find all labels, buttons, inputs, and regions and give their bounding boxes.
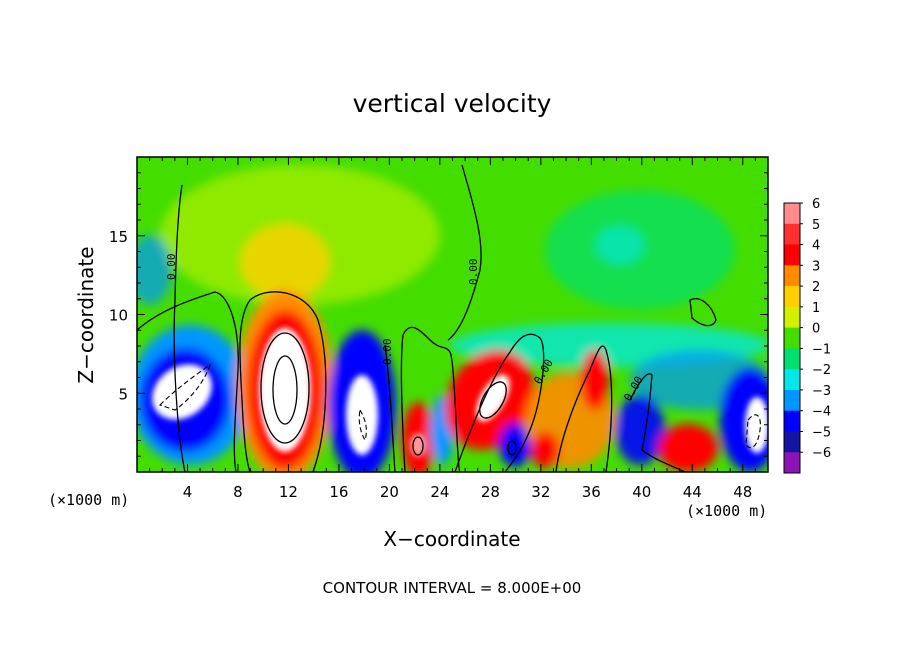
contour-lines-dashed [158,363,761,449]
colorbar-swatch [784,244,800,266]
colorbar-swatch [784,306,800,329]
x-axis-title: X−coordinate [383,527,520,551]
colorbar-swatch [784,223,800,246]
colorbar: 6 5 4 3 2 1 0 −1 −2 −3 −4 −5 −6 [783,197,831,474]
contour-interval-note: CONTOUR INTERVAL = 8.000E+00 [323,579,582,597]
colorbar-swatch [784,452,800,474]
x-tick-label: 36 [582,483,601,501]
colorbar-label: −2 [812,363,831,378]
contour-lines [137,164,717,472]
contour-label: 0.00 [381,339,394,366]
contour-label: 0.00 [467,259,480,286]
x-tick-label: 20 [380,483,399,501]
x-tick-label: 32 [531,483,550,501]
x-tick-label: 4 [183,483,193,501]
x-tick-label: 48 [733,483,752,501]
colorbar-swatch [784,389,800,412]
colorbar-label: 2 [812,280,820,295]
y-tick-label: 10 [109,307,128,325]
colorbar-label: 6 [812,197,820,212]
x-axis: 4 8 12 16 20 24 28 32 36 40 44 48 [149,157,756,501]
colorbar-swatch [784,410,800,432]
colorbar-swatch [784,286,800,308]
x-tick-label: 12 [279,483,298,501]
x-tick-label: 16 [329,483,348,501]
colorbar-swatch [784,348,800,370]
x-unit-label-right: (×1000 m) [686,502,767,520]
colorbar-swatch [784,431,800,453]
colorbar-label: −5 [812,425,831,440]
colorbar-label: 5 [812,218,820,233]
x-tick-label: 8 [233,483,243,501]
colorbar-label: 4 [812,239,820,254]
colorbar-swatch [784,327,800,349]
colorbar-swatch [784,265,800,287]
x-unit-label-left: (×1000 m) [48,491,129,509]
colorbar-label: −6 [812,446,831,461]
heatmap-field [137,157,768,472]
colorbar-swatch [784,203,800,225]
colorbar-label: 1 [812,301,820,316]
y-axis-title: Z−coordinate [74,246,98,383]
colorbar-label: 0 [812,322,820,337]
contour-label: 0.00 [165,254,178,281]
chart-title: vertical velocity [353,89,552,118]
y-axis: 5 10 15 [109,172,768,457]
colorbar-frame [783,202,801,474]
colorbar-label: −1 [812,342,831,357]
colorbar-swatch [784,369,800,391]
x-tick-label: 44 [683,483,702,501]
y-tick-label: 15 [109,228,128,246]
y-tick-label: 5 [118,385,128,403]
colorbar-label: 3 [812,259,820,274]
colorbar-label: −4 [812,405,831,420]
x-tick-label: 28 [481,483,500,501]
x-tick-label: 24 [430,483,449,501]
colorbar-label: −3 [812,384,831,399]
x-tick-label: 40 [632,483,651,501]
